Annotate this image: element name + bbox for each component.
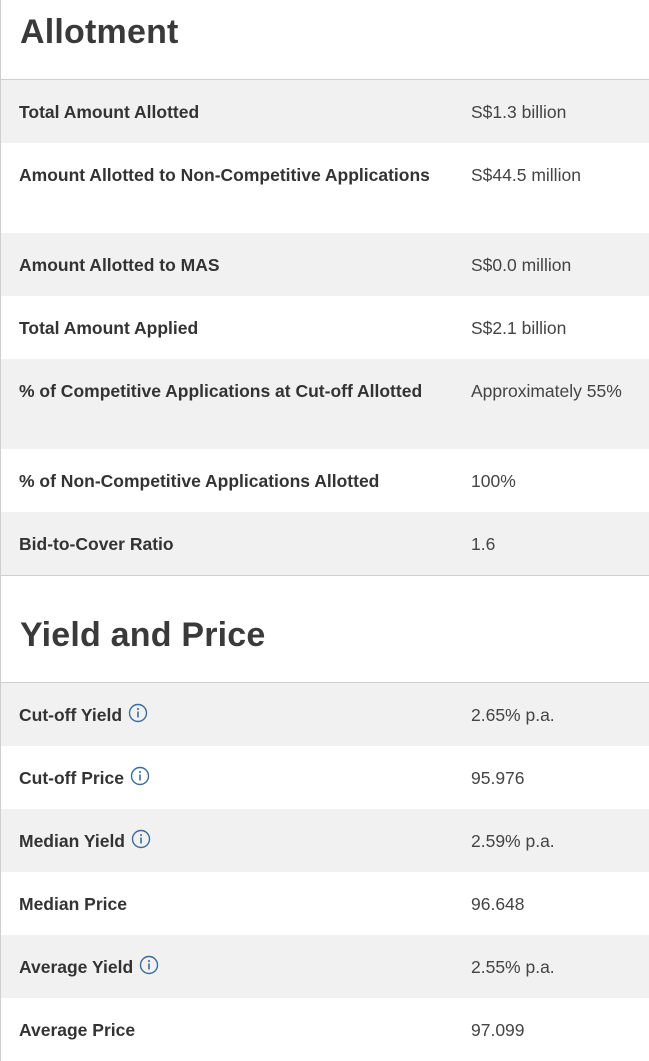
row-value: 1.6	[471, 534, 496, 554]
table-row: Median Price 96.648	[1, 872, 649, 935]
allotment-table: Total Amount Allotted S$1.3 billion Amou…	[1, 80, 649, 575]
allotment-heading: Allotment	[1, 0, 649, 80]
row-value: S$2.1 billion	[471, 318, 567, 338]
table-row: Total Amount Allotted S$1.3 billion	[1, 80, 649, 143]
table-row: Bid-to-Cover Ratio 1.6	[1, 512, 649, 575]
yield-price-table: Cut-off Yield 2.65% p.a. Cut-off Price 9…	[1, 683, 649, 1061]
table-row: % of Competitive Applications at Cut-off…	[1, 359, 649, 449]
info-circle-icon[interactable]	[131, 829, 151, 849]
table-row: Total Amount Applied S$2.1 billion	[1, 296, 649, 359]
row-label-text: Average Yield	[19, 957, 134, 977]
row-label: Median Price	[1, 891, 453, 918]
yield-price-heading: Yield and Price	[1, 575, 649, 683]
row-value: S$1.3 billion	[471, 102, 567, 122]
table-row: Average Price 97.099	[1, 998, 649, 1061]
row-label-text: Average Price	[19, 1020, 136, 1040]
table-row: Average Yield 2.55% p.a.	[1, 935, 649, 998]
row-value: 97.099	[471, 1020, 525, 1040]
row-label-text: Cut-off Yield	[19, 705, 123, 725]
table-row: % of Non-Competitive Applications Allott…	[1, 449, 649, 512]
row-label-text: Median Yield	[19, 831, 125, 851]
row-label: Cut-off Yield	[1, 702, 453, 729]
row-label: Amount Allotted to Non-Competitive Appli…	[19, 165, 430, 185]
table-row: Median Yield 2.59% p.a.	[1, 809, 649, 872]
row-value: Approximately 55%	[471, 381, 622, 401]
row-label: Cut-off Price	[1, 765, 453, 792]
table-row: Amount Allotted to Non-Competitive Appli…	[1, 143, 649, 233]
row-label: Median Yield	[1, 828, 453, 855]
row-value: 96.648	[471, 894, 525, 914]
row-value: S$0.0 million	[471, 255, 572, 275]
row-label: % of Non-Competitive Applications Allott…	[19, 471, 380, 491]
row-label: Amount Allotted to MAS	[19, 255, 220, 275]
row-value: 2.55% p.a.	[471, 957, 555, 977]
row-value: 2.59% p.a.	[471, 831, 555, 851]
row-label-text: Cut-off Price	[19, 768, 124, 788]
table-row: Cut-off Yield 2.65% p.a.	[1, 683, 649, 746]
row-value: 100%	[471, 471, 516, 491]
row-label: Total Amount Applied	[19, 318, 199, 338]
table-row: Cut-off Price 95.976	[1, 746, 649, 809]
row-label: % of Competitive Applications at Cut-off…	[19, 381, 423, 401]
row-value: S$44.5 million	[471, 165, 581, 185]
info-circle-icon[interactable]	[128, 703, 148, 723]
row-label: Total Amount Allotted	[19, 102, 200, 122]
row-label: Average Yield	[1, 954, 453, 981]
row-value: 95.976	[471, 768, 525, 788]
row-label: Bid-to-Cover Ratio	[19, 534, 174, 554]
info-circle-icon[interactable]	[130, 766, 150, 786]
row-label-text: Median Price	[19, 894, 127, 914]
table-row: Amount Allotted to MAS S$0.0 million	[1, 233, 649, 296]
info-circle-icon[interactable]	[139, 955, 159, 975]
row-value: 2.65% p.a.	[471, 705, 555, 725]
row-label: Average Price	[1, 1017, 453, 1044]
